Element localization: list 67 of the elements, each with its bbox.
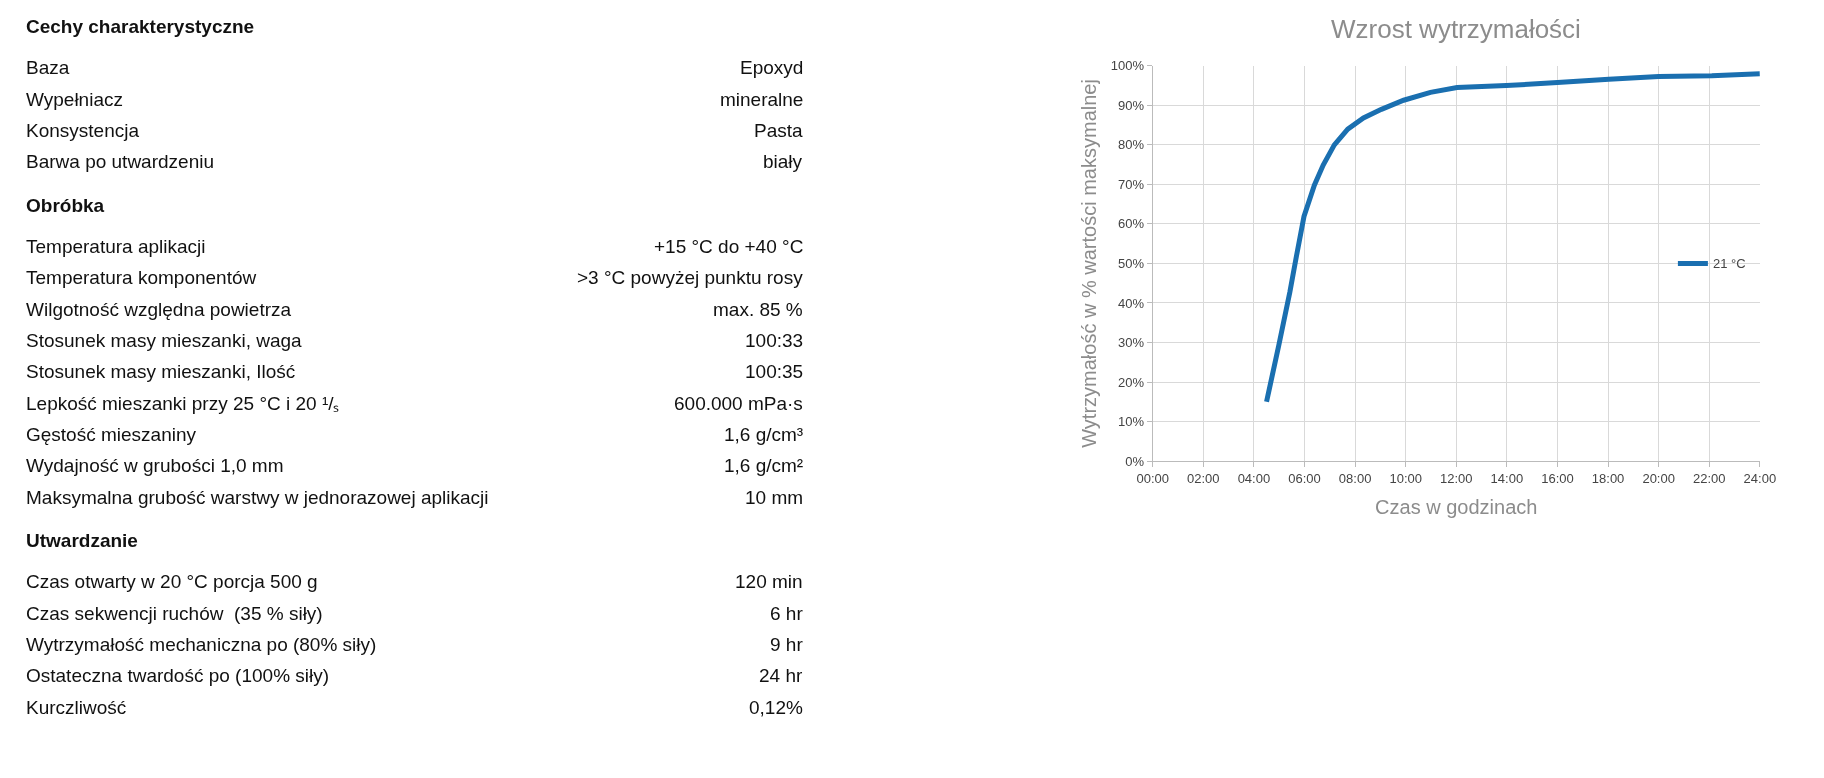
category-label: Lepkość mieszanki przy 25 °C i 20 ¹/ₛ [26,393,340,414]
text: 10 mm [745,487,804,508]
legend-label: 21 °C [1712,256,1746,272]
y-tick-label: 60% [1118,216,1145,232]
x-tick-label: 14:00 [1490,470,1524,486]
text: biały [763,151,803,172]
text: 120 min [735,571,803,592]
text: 600.000 mPa·s [674,393,803,414]
y-tick-label: 0% [1125,453,1145,469]
text: Pasta [754,120,803,141]
category-label: Gęstość mieszaniny [26,424,197,445]
category-label: Stosunek masy mieszanki, waga [26,330,303,351]
x-tick-label: 12:00 [1440,470,1473,486]
category-label: Wytrzymałość mechaniczna po (80% siły) [26,634,377,655]
x-tick-label: 06:00 [1288,470,1321,486]
category-label: Temperatura komponentów [26,267,257,288]
x-tick-label: 04:00 [1237,470,1271,486]
category-label: Wypełniacz [26,89,123,110]
category-label: Utwardzanie [26,530,138,551]
text: >3 °C powyżej punktu rosy [577,267,803,288]
text: max. 85 % [713,299,803,320]
category-label: Stosunek masy mieszanki, Ilość [26,361,296,382]
text: 100:35 [745,361,804,382]
text: 0,12% [749,697,803,718]
y-axis-title: Wytrzymałość w % wartości maksymalnej [1078,79,1101,448]
text: 1,6 g/cm³ [724,424,804,445]
y-tick-label: 80% [1118,137,1145,153]
category-label: Maksymalna grubość warstwy w jednorazowej aplikacji [26,487,489,508]
category-label: Czas sekwencji ruchów (35 % siły) [26,603,323,624]
y-tick-label: 90% [1118,97,1145,113]
y-tick-label: 10% [1118,414,1145,430]
x-tick-label: 10:00 [1389,470,1422,486]
text: 24 hr [759,665,803,686]
x-tick-label: 24:00 [1743,470,1777,486]
text: 100:33 [745,330,804,351]
text: 1,6 g/cm² [724,455,804,476]
category-label: Cechy charakterystyczne [26,16,255,37]
category-label: Baza [26,57,70,78]
text: 9 hr [770,634,803,655]
x-tick-label: 22:00 [1692,470,1726,486]
category-label: Konsystencja [26,120,140,141]
y-tick-label: 30% [1118,335,1145,351]
chart-title: Wzrost wytrzymałości [1331,14,1581,44]
x-tick-label: 00:00 [1136,470,1169,486]
x-tick-label: 16:00 [1541,470,1574,486]
x-tick-label: 20:00 [1642,470,1675,486]
text: 6 hr [770,603,803,624]
text: mineralne [720,89,804,110]
category-label: Kurczliwość [26,697,127,718]
x-tick-label: 02:00 [1187,470,1220,486]
x-tick-label: 08:00 [1338,470,1372,486]
category-label: Barwa po utwardzeniu [26,151,214,172]
category-label: Obróbka [26,195,105,216]
category-label: Ostateczna twardość po (100% siły) [26,665,330,686]
category-label: Wydajność w grubości 1,0 mm [26,455,284,476]
y-tick-label: 50% [1118,256,1145,272]
y-tick-label: 70% [1118,176,1145,192]
y-tick-label: 100% [1110,58,1145,74]
y-tick-label: 20% [1118,374,1145,390]
y-tick-label: 40% [1118,295,1145,311]
text: +15 °C do +40 °C [654,236,804,257]
category-label: Wilgotność względna powietrza [26,299,292,320]
category-label: Czas otwarty w 20 °C porcja 500 g [26,571,318,592]
category-label: Temperatura aplikacji [26,236,206,257]
x-tick-label: 18:00 [1591,470,1625,486]
text: Epoxyd [740,57,804,78]
x-axis-title: Czas w godzinach [1375,496,1538,519]
